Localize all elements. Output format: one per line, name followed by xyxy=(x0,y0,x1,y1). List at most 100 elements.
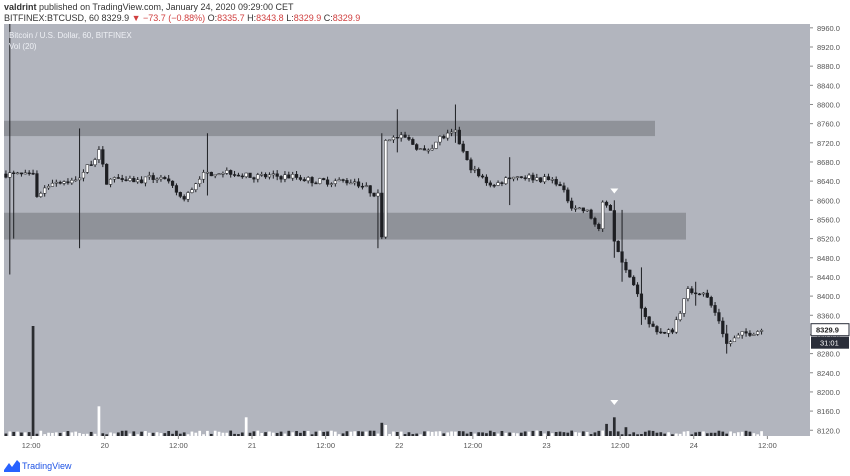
price-tick-label: 8120.0 xyxy=(817,426,840,435)
volume-bar xyxy=(426,431,430,436)
volume-bar xyxy=(271,432,275,436)
tradingview-logo-icon[interactable] xyxy=(4,459,20,472)
price-axis[interactable] xyxy=(810,24,850,456)
last-value: 8329.9 xyxy=(101,13,130,23)
candle-body xyxy=(368,185,372,194)
volume-bar xyxy=(570,430,574,436)
candle-body xyxy=(380,192,384,238)
candle-body xyxy=(666,329,671,334)
time-tick-label: 12:00 xyxy=(22,441,41,450)
candle-body xyxy=(66,181,70,184)
candle-body xyxy=(732,337,737,343)
candle-body xyxy=(182,196,186,200)
volume-bar xyxy=(477,432,481,436)
candle-body xyxy=(511,176,516,180)
volume-bar xyxy=(380,422,384,436)
volume-bar xyxy=(659,432,663,436)
candle-body xyxy=(604,201,609,206)
candle-body xyxy=(194,183,198,190)
volume-bar xyxy=(144,431,147,436)
volume-bar xyxy=(554,431,558,436)
volume-bar xyxy=(729,431,732,436)
volume-bar xyxy=(450,431,453,436)
candle-body xyxy=(728,341,733,344)
candle-body xyxy=(74,179,78,182)
candle-body xyxy=(364,185,368,187)
candle-body xyxy=(291,174,295,179)
last-price-label: 8329.9 xyxy=(816,326,839,335)
candle-body xyxy=(546,176,551,180)
low-label: L: xyxy=(286,13,294,23)
candle-body xyxy=(628,269,632,278)
candle-body xyxy=(105,163,109,185)
candle-body xyxy=(608,205,613,211)
candle-body xyxy=(690,288,694,294)
candle-body xyxy=(573,207,578,210)
candle-body xyxy=(635,284,640,295)
volume-bar xyxy=(314,431,318,436)
candle-body xyxy=(725,333,729,344)
candle-body xyxy=(415,144,419,150)
candle-body xyxy=(178,192,182,197)
price-tick-label: 8480.0 xyxy=(817,254,840,263)
author-name[interactable]: valdrint xyxy=(4,2,37,12)
candle-body xyxy=(232,174,237,176)
time-tick-label: 12:00 xyxy=(611,441,630,450)
volume-bar xyxy=(306,430,310,436)
candle-body xyxy=(624,262,628,271)
candle-body xyxy=(112,177,117,180)
markers-layer xyxy=(610,188,619,405)
volume-bar xyxy=(16,431,19,436)
candle-body xyxy=(81,172,86,179)
volume-bar xyxy=(442,433,446,436)
candle-body xyxy=(240,175,244,178)
volume-bar xyxy=(678,433,682,436)
footer-brand[interactable]: TradingView xyxy=(22,461,72,471)
volume-bar xyxy=(302,430,306,436)
volume-bar xyxy=(702,431,705,436)
volume-bar xyxy=(213,430,217,436)
candle-body xyxy=(601,201,605,229)
volume-bar xyxy=(636,434,639,436)
volume-bar xyxy=(694,432,698,436)
time-tick-label: 12:00 xyxy=(758,441,777,450)
volume-bar xyxy=(616,431,620,436)
candle-body xyxy=(139,179,144,184)
close-value: 8329.9 xyxy=(332,13,361,23)
candle-body xyxy=(740,331,744,336)
candle-body xyxy=(477,168,481,177)
time-axis[interactable] xyxy=(0,436,850,456)
candle-body xyxy=(744,331,748,334)
candle-body xyxy=(260,174,264,176)
volume-bar xyxy=(527,431,531,436)
candle-body xyxy=(446,132,450,139)
price-tick-label: 8880.0 xyxy=(817,62,840,71)
volume-bar xyxy=(558,431,562,436)
volume-bar xyxy=(349,431,353,436)
volume-bar xyxy=(58,432,62,436)
candle-body xyxy=(535,177,539,181)
candle-body xyxy=(643,308,647,317)
candle-body xyxy=(248,172,252,178)
candle-body xyxy=(469,159,473,171)
volume-bar xyxy=(488,430,492,436)
time-tick-label: 21 xyxy=(248,441,256,450)
volume-bar xyxy=(698,431,701,436)
candle-body xyxy=(438,136,442,143)
volume-bar xyxy=(609,431,612,436)
candle-body xyxy=(612,210,616,242)
candle-body xyxy=(752,334,756,336)
volume-bar xyxy=(333,431,337,436)
volume-bar xyxy=(66,431,70,436)
candle-body xyxy=(225,170,229,174)
volume-bar xyxy=(326,431,329,436)
candle-body xyxy=(457,129,461,145)
candle-body xyxy=(77,177,82,181)
candle-body xyxy=(759,330,764,332)
candle-body xyxy=(748,332,752,336)
candle-body xyxy=(35,173,39,197)
volume-bar xyxy=(136,434,140,436)
volume-bar xyxy=(655,432,659,436)
publish-info: valdrint published on TradingView.com, J… xyxy=(4,2,294,12)
